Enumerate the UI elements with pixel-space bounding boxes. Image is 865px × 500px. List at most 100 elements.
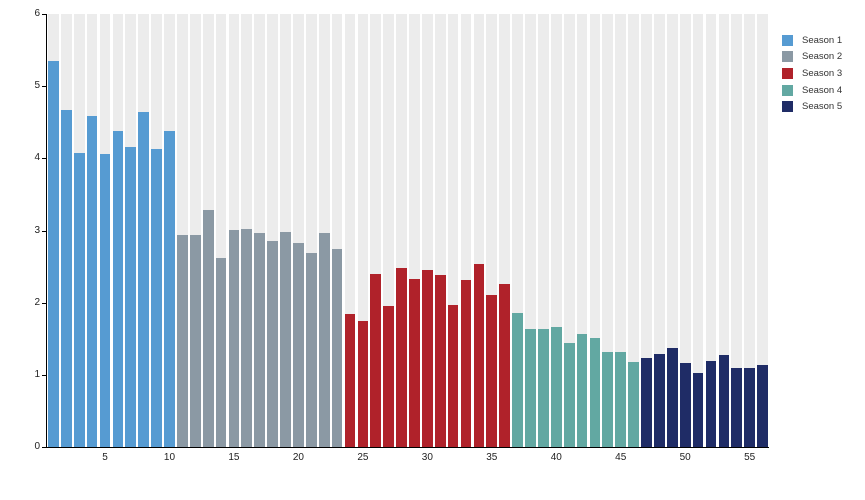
background-stripe	[757, 14, 768, 447]
bar-season3-ep27	[383, 306, 394, 447]
bar-season4-ep40	[550, 327, 562, 447]
bar-season5-ep56	[757, 365, 768, 447]
legend-label: Season 2	[802, 51, 843, 63]
bar-season4-ep45	[615, 351, 627, 447]
bar-season2-ep16	[241, 229, 253, 447]
bar-season5-ep52	[705, 361, 717, 447]
legend-swatch-icon	[782, 67, 793, 79]
bar-season2-ep22	[318, 233, 330, 447]
bar-season3-ep26	[370, 273, 382, 447]
background-stripe	[563, 14, 575, 447]
bar-season5-ep53	[718, 354, 730, 447]
background-stripe	[705, 14, 717, 447]
background-stripe	[550, 14, 562, 447]
x-tick-label: 35	[486, 452, 498, 463]
bar-season3-ep28	[396, 268, 407, 447]
y-tick-mark	[42, 158, 46, 160]
background-stripe	[215, 14, 227, 447]
background-stripe	[357, 14, 369, 447]
background-stripe	[434, 14, 446, 447]
y-tick-mark	[42, 447, 46, 448]
bar-season5-ep50	[679, 362, 691, 447]
bar-season3-ep33	[460, 280, 472, 447]
bar-season2-ep17	[254, 233, 266, 447]
bar-season2-ep12	[189, 234, 201, 447]
bar-season3-ep34	[473, 264, 485, 447]
background-stripe	[280, 14, 291, 447]
y-tick-mark	[42, 14, 46, 15]
legend-label: Season 1	[802, 34, 843, 46]
y-tick-label: 4	[34, 152, 40, 164]
bar-season1-ep4	[86, 116, 98, 447]
bar-season2-ep18	[267, 241, 278, 447]
legend-swatch-icon	[782, 51, 793, 63]
x-axis-line	[46, 447, 769, 448]
bar-season4-ep46	[628, 361, 639, 447]
bar-season5-ep49	[666, 348, 678, 447]
legend-swatch-icon	[782, 84, 793, 96]
background-stripe	[486, 14, 498, 447]
background-stripe	[654, 14, 665, 447]
x-tick-label: 20	[292, 452, 304, 463]
legend-item-season-3: Season 3	[782, 65, 842, 82]
bar-season1-ep6	[112, 130, 124, 447]
background-stripe	[344, 14, 356, 447]
bar-season4-ep38	[525, 328, 536, 447]
bar-season2-ep11	[177, 234, 188, 447]
bar-season4-ep43	[589, 338, 601, 447]
bar-season4-ep39	[538, 329, 549, 447]
bar-season4-ep37	[512, 313, 523, 447]
background-stripe	[409, 14, 420, 447]
y-tick-label: 6	[34, 8, 40, 19]
background-stripe	[293, 14, 304, 447]
background-stripe	[615, 14, 627, 447]
x-tick-label: 55	[744, 452, 756, 463]
bar-season2-ep23	[331, 248, 343, 447]
background-stripe	[177, 14, 188, 447]
bar-season4-ep41	[563, 343, 575, 447]
background-stripe	[576, 14, 588, 447]
bar-season1-ep9	[151, 148, 162, 447]
background-stripe	[473, 14, 485, 447]
background-stripe	[499, 14, 511, 447]
background-stripe	[666, 14, 678, 447]
background-stripe	[254, 14, 266, 447]
y-tick-label: 0	[34, 441, 40, 452]
bar-season1-ep8	[138, 112, 150, 447]
background-stripe	[318, 14, 330, 447]
bar-season3-ep29	[409, 278, 420, 447]
legend-swatch-icon	[782, 101, 793, 113]
bar-season4-ep42	[576, 334, 588, 447]
background-stripe	[460, 14, 472, 447]
bar-season3-ep25	[357, 320, 369, 447]
background-stripe	[305, 14, 317, 447]
background-stripe	[383, 14, 394, 447]
legend-label: Season 4	[802, 84, 843, 96]
background-stripe	[731, 14, 743, 447]
bar-season5-ep54	[731, 368, 743, 447]
background-stripe	[421, 14, 433, 447]
background-stripe	[744, 14, 755, 447]
y-tick-mark	[42, 374, 46, 376]
background-stripe	[525, 14, 536, 447]
x-tick-label: 30	[421, 452, 433, 463]
background-stripe	[512, 14, 523, 447]
legend-item-season-5: Season 5	[782, 98, 842, 115]
bar-season3-ep35	[486, 294, 498, 447]
legend-label: Season 3	[802, 67, 843, 79]
background-stripe	[602, 14, 614, 447]
legend-label: Season 5	[802, 101, 843, 113]
y-tick-label: 5	[34, 80, 40, 92]
bar-season1-ep5	[99, 154, 111, 447]
background-stripe	[189, 14, 201, 447]
x-tick-label: 5	[102, 452, 108, 463]
bar-season4-ep44	[602, 351, 614, 447]
x-tick-label: 25	[357, 452, 369, 463]
bar-season3-ep31	[434, 275, 446, 447]
background-stripe	[331, 14, 343, 447]
background-stripe	[447, 14, 459, 447]
x-tick-label: 45	[615, 452, 627, 463]
bar-season3-ep32	[447, 304, 459, 447]
bar-season1-ep1	[48, 60, 59, 447]
bar-season5-ep51	[692, 373, 704, 447]
